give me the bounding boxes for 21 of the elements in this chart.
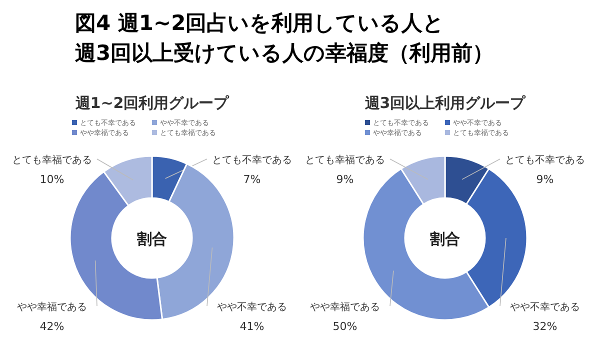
text: 割合 [429, 230, 460, 248]
data-label: 32% [532, 320, 558, 333]
data-label: 50% [332, 320, 358, 333]
slice-label: やや不幸である [510, 301, 580, 313]
data-label: 42% [40, 320, 64, 333]
chart-title: 週3回以上利用グループ [364, 94, 526, 112]
data-label: 7% [243, 173, 261, 186]
slice-label: とても不幸である [505, 154, 585, 166]
slice-label: とても幸福である [12, 154, 92, 166]
data-label: 9% [536, 173, 554, 186]
slice-label: やや不幸である [217, 301, 287, 313]
data-label: 10% [40, 173, 64, 186]
chart-title: 週1~2回利用グループ [74, 94, 230, 112]
slice-label: やや幸福である [310, 301, 380, 313]
text: 図4 週1~2回占いを利用している人と週3回以上受けている人の幸福度（利用前） [75, 11, 494, 65]
data-label: 41% [240, 320, 264, 333]
slice-label: やや幸福である [17, 301, 87, 313]
data-label: 9% [336, 173, 354, 186]
slice-label: とても不幸である [212, 154, 292, 166]
text: 割合 [136, 230, 167, 248]
slice-label: とても幸福である [305, 154, 385, 166]
